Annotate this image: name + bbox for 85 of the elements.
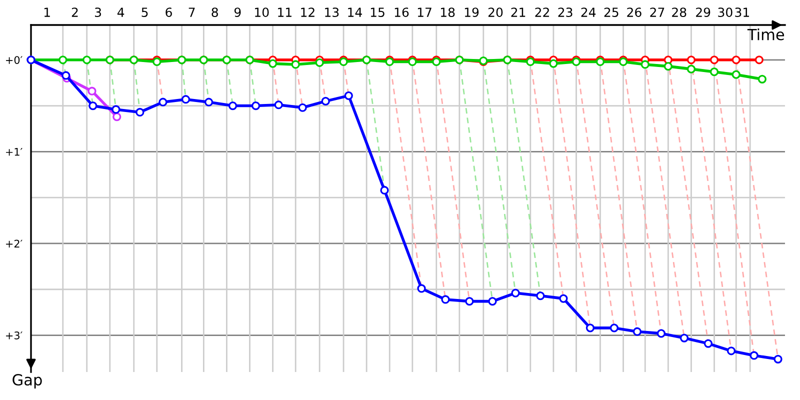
point (656, 329, 666, 338)
point (586, 324, 595, 332)
x-tick-label: 18 (440, 8, 455, 18)
point (465, 297, 474, 306)
y-tick-label: +0′ (6, 56, 22, 64)
point (559, 294, 568, 303)
x-tick-label: 21 (511, 8, 526, 17)
x-tick-label: 24 (581, 8, 596, 17)
point (758, 74, 766, 84)
x-tick-label: 10 (255, 8, 269, 18)
point (732, 56, 740, 64)
x-tick-label: 7 (188, 8, 195, 17)
point (710, 68, 719, 76)
point (511, 288, 520, 298)
x-tick-label: 14 (348, 8, 362, 17)
point (380, 186, 389, 195)
x-tick-label: 31 (735, 8, 749, 18)
point (62, 71, 70, 80)
x-tick-label: 22 (535, 8, 549, 17)
point (88, 86, 96, 96)
y-tick-label: +1′ (6, 148, 22, 156)
x-tick-label: 27 (650, 8, 664, 17)
point (112, 105, 120, 114)
point (204, 98, 214, 106)
x-tick-label: 29 (696, 8, 710, 18)
point (632, 327, 642, 336)
x-tick-label: 19 (464, 8, 479, 18)
y-tick-label: +2′ (6, 240, 22, 248)
x-tick-label: 6 (166, 8, 172, 18)
point (686, 64, 696, 74)
point (344, 91, 353, 100)
point (274, 100, 283, 110)
point (488, 297, 497, 306)
x-tick-label: 3 (95, 8, 101, 18)
x-tick-label: 23 (558, 8, 572, 18)
point (82, 56, 92, 64)
point (680, 334, 689, 342)
point (291, 60, 300, 69)
point (686, 56, 696, 64)
point (704, 339, 713, 348)
x-tick-label: 13 (325, 8, 339, 18)
point (88, 101, 98, 110)
x-tick-label: 8 (212, 8, 218, 18)
point (136, 108, 144, 117)
point (536, 292, 545, 300)
x-tick-label: 2 (72, 8, 78, 17)
point (754, 56, 764, 64)
point (664, 62, 672, 71)
x-tick-label: 30 (718, 8, 732, 18)
point (321, 96, 330, 106)
x-tick-label: 17 (418, 8, 432, 17)
point (750, 351, 758, 360)
x-tick-label: 15 (370, 8, 384, 18)
point (549, 59, 558, 68)
point (298, 103, 307, 112)
point (640, 60, 650, 69)
x-tick-label: 9 (234, 8, 241, 18)
point (732, 70, 740, 79)
point (158, 98, 168, 106)
point (112, 112, 122, 122)
point (58, 56, 68, 64)
x-tick-label: 28 (672, 8, 686, 18)
point (441, 295, 450, 304)
y-tick-label: +3′ (6, 332, 22, 340)
x-axis-title: Time (747, 28, 784, 40)
x-tick-label: 16 (394, 8, 409, 18)
point (774, 354, 782, 364)
y-axis-title: Gap (12, 374, 42, 389)
point (710, 56, 719, 64)
x-tick-label: 20 (488, 8, 503, 18)
x-tick-label: 12 (301, 8, 314, 17)
point (417, 284, 426, 293)
point (315, 58, 324, 67)
point (268, 59, 278, 68)
x-tick-label: 5 (142, 8, 148, 18)
x-tick-label: 26 (627, 8, 642, 18)
x-tick-label: 4 (117, 8, 124, 17)
point (610, 324, 618, 332)
point (251, 101, 260, 110)
x-tick-label: 1 (44, 8, 50, 17)
point (228, 101, 238, 110)
point (181, 95, 190, 104)
x-tick-label: 11 (278, 8, 292, 17)
point (726, 346, 736, 356)
x-tick-label: 25 (604, 8, 618, 18)
